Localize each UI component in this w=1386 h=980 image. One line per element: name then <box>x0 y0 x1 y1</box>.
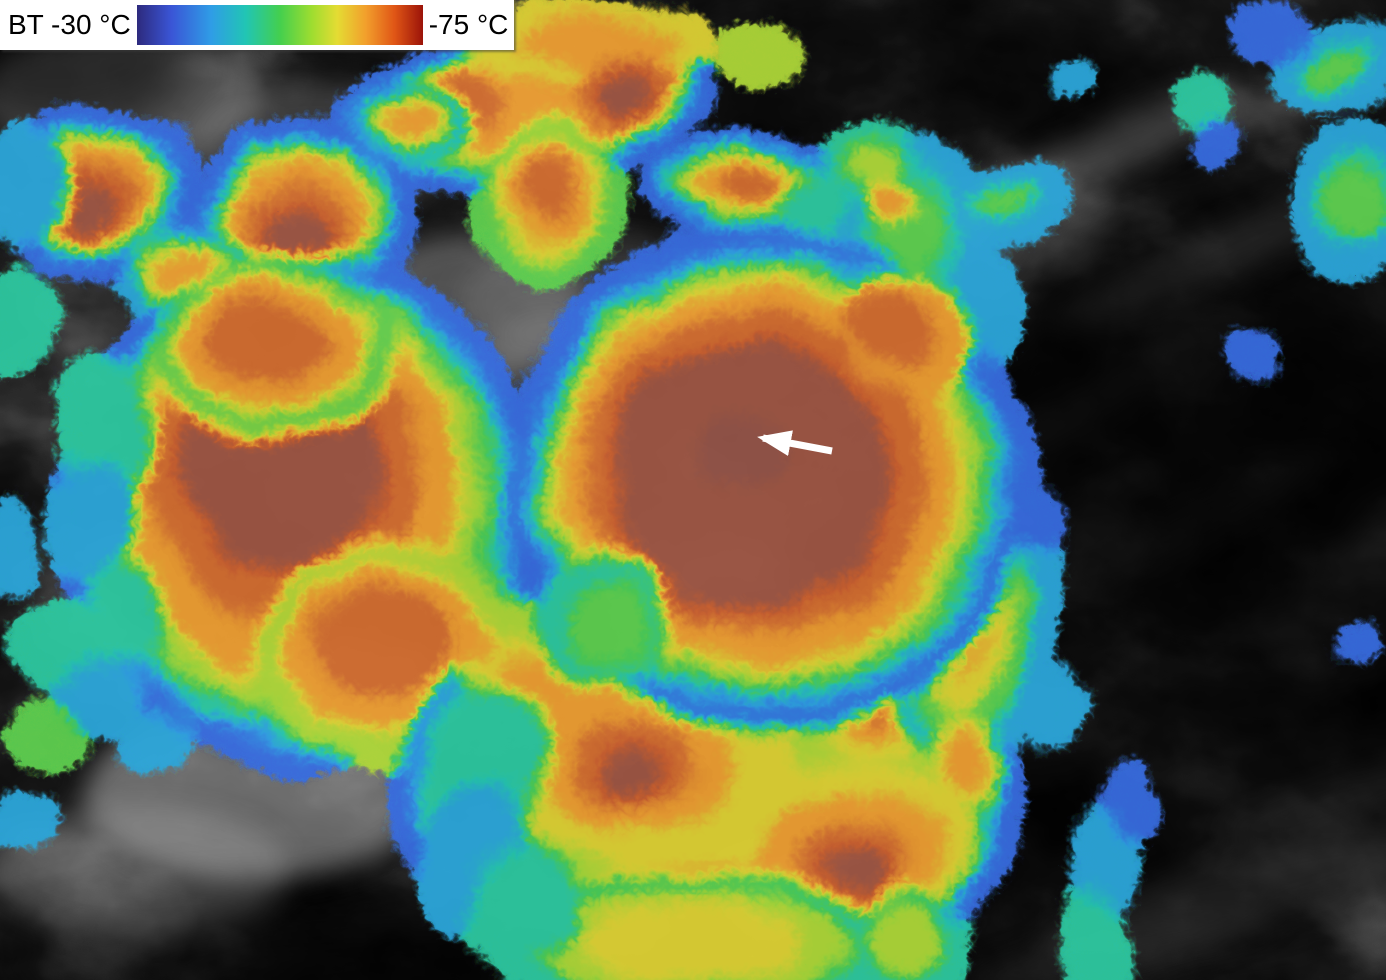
legend-label-max: -75 °C <box>428 9 509 40</box>
legend-label-min: BT -30 °C <box>8 9 131 40</box>
arrow-annotation <box>757 430 833 456</box>
speckle-cells <box>0 60 1366 840</box>
colorbar-gradient <box>136 5 423 45</box>
arrow-line <box>757 430 833 456</box>
storm-center-overcast <box>505 230 1025 730</box>
storm-cloud-field <box>0 5 1386 980</box>
colorbar-legend: BT -30 °C -75 °C <box>0 0 515 50</box>
